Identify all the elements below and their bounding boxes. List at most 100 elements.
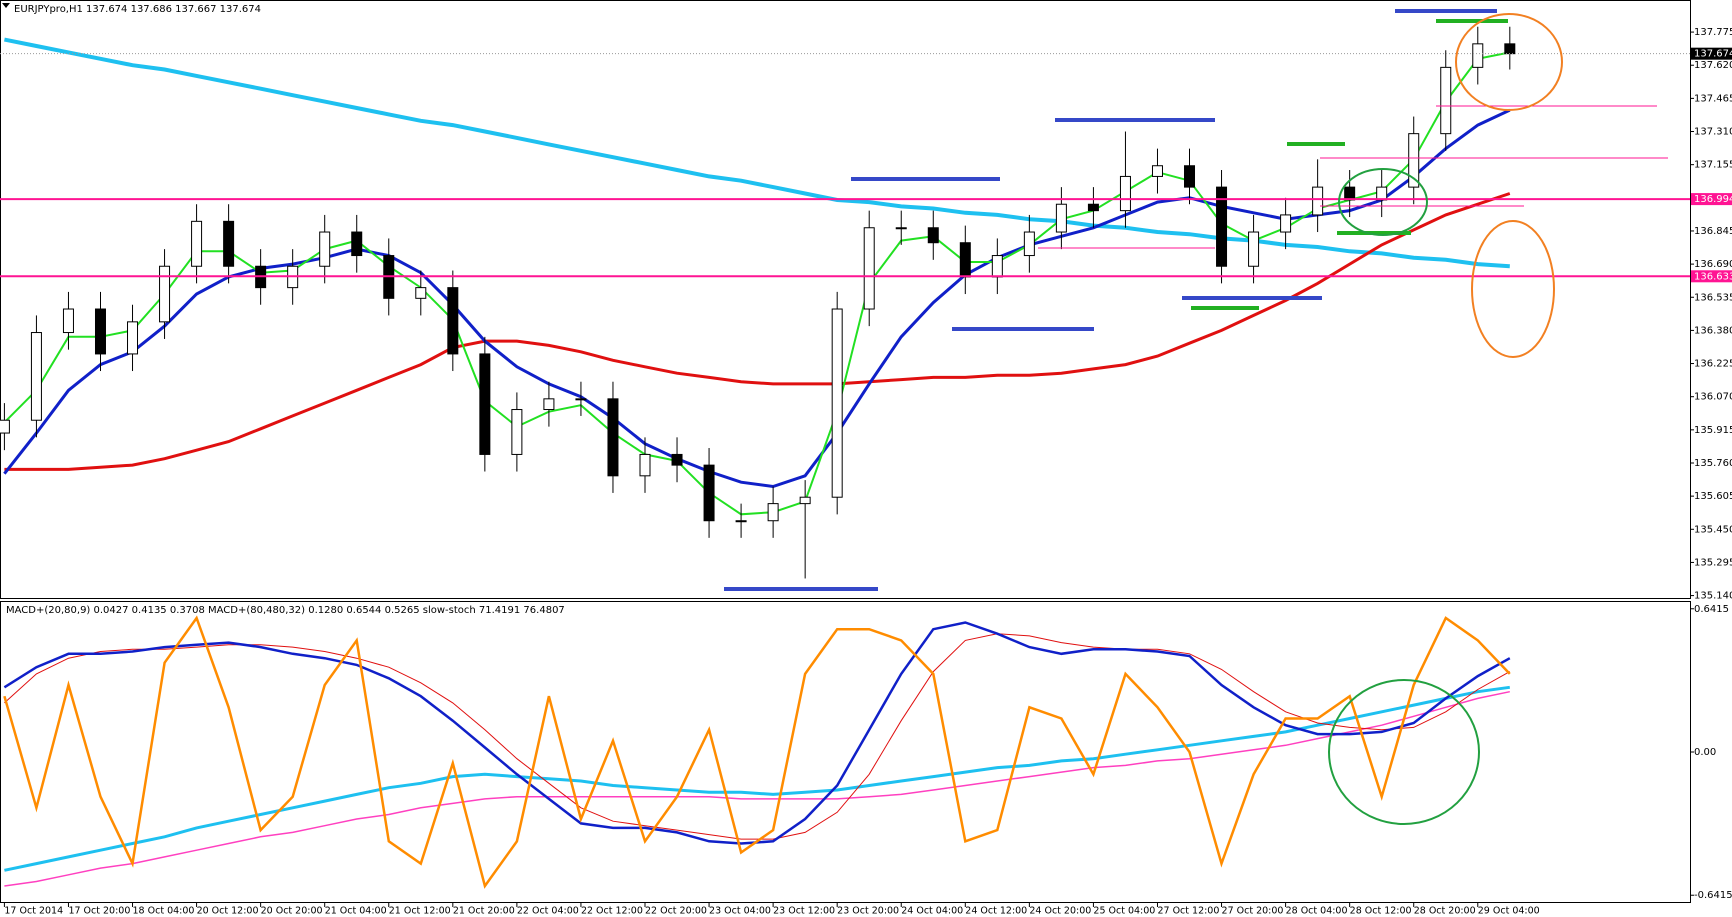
candle-body xyxy=(1344,186,1356,201)
level-tag xyxy=(1691,193,1732,206)
candle-body xyxy=(543,398,555,411)
x-tick-label: 24 Oct 12:00 xyxy=(965,906,1027,917)
x-tick-label: 17 Oct 2014 xyxy=(4,906,63,917)
candle-body xyxy=(351,231,363,257)
x-tick-label: 21 Oct 20:00 xyxy=(453,906,515,917)
y-tick-label: 137.465 xyxy=(1694,93,1732,104)
x-tick-label: 20 Oct 12:00 xyxy=(197,906,259,917)
level-label: 136.994 xyxy=(1694,194,1732,205)
candle-body xyxy=(799,496,811,505)
x-tick-label: 23 Oct 04:00 xyxy=(709,906,771,917)
candle-body xyxy=(1248,231,1260,267)
x-tick-label: 29 Oct 04:00 xyxy=(1478,906,1540,917)
level-tag xyxy=(1691,270,1732,283)
highlight xyxy=(1471,220,1555,358)
x-tick-label: 28 Oct 12:00 xyxy=(1350,906,1412,917)
x-tick-label: 24 Oct 04:00 xyxy=(901,906,963,917)
x-tick-label: 17 Oct 20:00 xyxy=(68,906,130,917)
y-tick-label: 0.6415 xyxy=(1694,604,1729,615)
y-tick-label: 136.225 xyxy=(1694,359,1732,370)
candle-body xyxy=(1055,203,1067,233)
candle-body xyxy=(1472,43,1484,68)
candle-body xyxy=(735,520,747,523)
y-tick-label: -0.6415 xyxy=(1694,890,1732,901)
highlight xyxy=(1455,13,1563,111)
x-tick-label: 22 Oct 12:00 xyxy=(581,906,643,917)
candle-body xyxy=(703,464,715,522)
highlight xyxy=(1338,168,1428,236)
candle-body xyxy=(895,227,907,230)
x-tick-label: 23 Oct 20:00 xyxy=(837,906,899,917)
candle-body xyxy=(479,353,491,455)
indicator-line xyxy=(4,633,1511,840)
y-tick-label: 136.535 xyxy=(1694,292,1732,303)
x-tick-label: 18 Oct 04:00 xyxy=(133,906,195,917)
y-tick-label: 135.760 xyxy=(1694,458,1732,469)
candle-body xyxy=(94,308,106,355)
candle-body xyxy=(863,227,875,310)
candle-body xyxy=(1504,43,1516,55)
candle-body xyxy=(1408,133,1420,188)
price-panel xyxy=(0,0,1691,599)
y-tick-label: 137.620 xyxy=(1694,60,1732,71)
candle-body xyxy=(991,255,1003,278)
candle-body xyxy=(1087,203,1099,212)
x-tick-label: 21 Oct 04:00 xyxy=(325,906,387,917)
x-tick-label: 27 Oct 12:00 xyxy=(1157,906,1219,917)
y-tick-label: 136.690 xyxy=(1694,259,1732,270)
candle-body xyxy=(607,398,619,477)
x-tick-label: 20 Oct 20:00 xyxy=(261,906,323,917)
candle-body xyxy=(415,287,427,299)
annotations xyxy=(724,9,1668,825)
x-tick-label: 28 Oct 04:00 xyxy=(1286,906,1348,917)
x-tick-label: 22 Oct 20:00 xyxy=(645,906,707,917)
candle-body xyxy=(1184,165,1196,188)
candle-body xyxy=(223,220,235,267)
candle-body xyxy=(0,419,10,434)
candle-body xyxy=(767,503,779,522)
candle-body xyxy=(1023,231,1035,257)
candle-body xyxy=(1376,186,1388,201)
candle-body xyxy=(1151,165,1163,177)
y-tick-label: 137.775 xyxy=(1694,27,1732,38)
y-tick-label: 137.310 xyxy=(1694,127,1732,138)
price-tag xyxy=(1691,47,1732,60)
y-tick-label: 135.915 xyxy=(1694,425,1732,436)
candle-body xyxy=(159,265,171,323)
y-tick-label: 136.845 xyxy=(1694,226,1732,237)
x-tick-label: 28 Oct 20:00 xyxy=(1414,906,1476,917)
candle-body xyxy=(319,231,331,267)
indicator-line xyxy=(3,615,1511,889)
candle-body xyxy=(1119,175,1131,212)
x-tick-label: 23 Oct 12:00 xyxy=(773,906,835,917)
y-tick-label: 137.155 xyxy=(1694,160,1732,171)
indicator-line xyxy=(4,192,1511,471)
x-tick-label: 24 Oct 20:00 xyxy=(1029,906,1091,917)
indicator-line xyxy=(4,690,1510,887)
x-tick-label: 25 Oct 04:00 xyxy=(1093,906,1155,917)
indicator-title: MACD+(20,80,9) 0.0427 0.4135 0.3708 MACD… xyxy=(6,605,565,616)
candle-body xyxy=(575,398,587,401)
y-tick-label: 136.070 xyxy=(1694,392,1732,403)
chart-title: EURJPYpro,H1 137.674 137.686 137.667 137… xyxy=(14,4,261,15)
x-tick-label: 27 Oct 20:00 xyxy=(1222,906,1284,917)
price-label: 137.674 xyxy=(1694,49,1732,60)
candle-body xyxy=(671,453,683,466)
candle-body xyxy=(511,409,523,455)
candle-body xyxy=(1280,214,1292,233)
y-tick-label: 135.605 xyxy=(1694,491,1732,502)
y-tick-label: 135.295 xyxy=(1694,557,1732,568)
level-label: 136.633 xyxy=(1694,271,1732,282)
candle-body xyxy=(191,220,203,267)
candle-body xyxy=(62,308,74,334)
x-tick-label: 22 Oct 04:00 xyxy=(517,906,579,917)
x-tick-label: 21 Oct 12:00 xyxy=(389,906,451,917)
candle-body xyxy=(927,227,939,244)
candle-body xyxy=(959,242,971,278)
y-tick-label: 135.140 xyxy=(1694,591,1732,602)
menu-arrow[interactable] xyxy=(2,3,10,8)
highlight xyxy=(1328,679,1480,825)
y-tick-label: 135.450 xyxy=(1694,524,1732,535)
candle-body xyxy=(30,332,42,421)
